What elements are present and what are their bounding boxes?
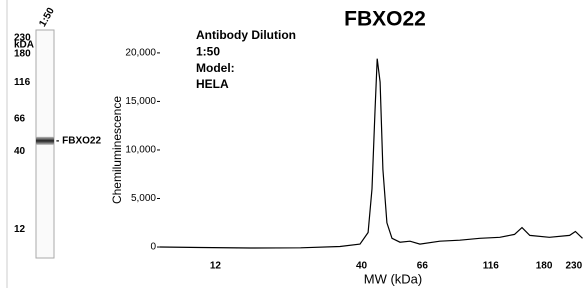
mw-marker: 12 — [14, 224, 26, 235]
chart-title: FBXO22 — [344, 8, 426, 31]
mw-marker: 116 — [14, 77, 31, 88]
x-axis-label: MW (kDa) — [364, 271, 423, 286]
x-tick-label: 230 — [566, 261, 583, 272]
x-tick-label: 12 — [210, 261, 222, 272]
x-tick-label: 40 — [356, 261, 368, 272]
lane-label: 1:50 — [37, 6, 57, 29]
x-tick-label: 116 — [483, 261, 500, 272]
figure: kDA 1:50 FBXO22 MW (kDa) Chemiluminescen… — [0, 0, 583, 288]
y-tick-label: 10,000 — [125, 145, 156, 156]
y-tick-label: 20,000 — [125, 48, 156, 59]
mw-marker: 180 — [14, 48, 31, 59]
x-tick-label: 180 — [536, 261, 553, 272]
annotation: Model: — [196, 61, 235, 75]
annotation: Antibody Dilution — [196, 28, 296, 42]
mw-marker: 66 — [14, 113, 26, 124]
x-tick-label: 66 — [417, 261, 429, 272]
y-axis-label: Chemiluminescence — [110, 96, 124, 204]
y-tick-label: 5,000 — [131, 193, 156, 204]
mw-marker: 40 — [14, 146, 26, 157]
y-tick-label: 0 — [150, 242, 156, 253]
band-label: - FBXO22 — [56, 135, 101, 146]
mw-marker: 230 — [14, 33, 31, 44]
y-tick-label: 15,000 — [125, 96, 156, 107]
band — [36, 137, 54, 145]
annotation: 1:50 — [196, 44, 220, 58]
annotation: HELA — [196, 77, 229, 91]
